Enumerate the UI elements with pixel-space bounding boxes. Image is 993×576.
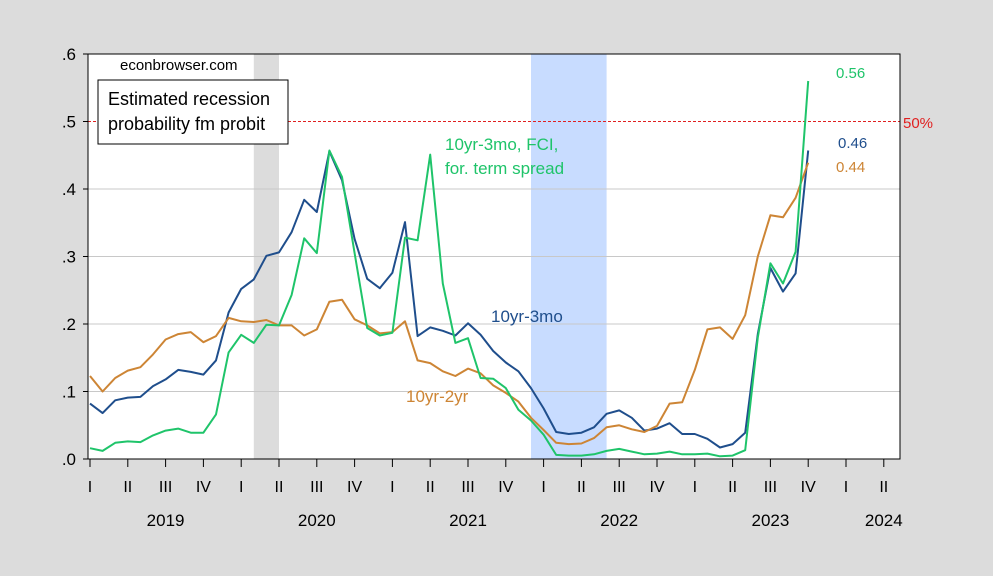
legend-box (97, 79, 289, 145)
x-quarter-label: II (728, 479, 737, 496)
legend-box-line-1: Estimated recession (108, 89, 270, 109)
x-quarter-label: III (764, 479, 777, 496)
x-quarter-label: III (613, 479, 626, 496)
series-line-10yr-3mo (89, 150, 810, 449)
x-quarter-label: III (461, 479, 474, 496)
x-year-label: 2021 (449, 511, 487, 530)
y-tick-label: .2 (62, 315, 76, 334)
y-tick-label: .1 (62, 383, 76, 402)
y-tick-label: .6 (62, 45, 76, 64)
legend-box-line-2: probability fm probit (108, 114, 265, 134)
series-lines (89, 80, 810, 458)
x-year-label: 2023 (751, 511, 789, 530)
y-axis: .0 .1 .2 .3 .4 .5 .6 (62, 45, 88, 469)
x-quarter-label: II (879, 479, 888, 496)
end-label-10yr-2yr: 0.44 (836, 159, 865, 176)
x-quarter-label: II (123, 479, 132, 496)
x-quarter-label: IV (196, 479, 211, 496)
x-quarter-label: II (275, 479, 284, 496)
y-tick-label: .4 (62, 180, 76, 199)
y-tick-label: .3 (62, 248, 76, 267)
annotation-fci-line-2: for. term spread (445, 159, 564, 178)
x-quarter-label: I (844, 479, 848, 496)
y-tick-label: .0 (62, 450, 76, 469)
x-quarter-label: IV (649, 479, 664, 496)
x-year-label: 2020 (298, 511, 336, 530)
annotation-fci-line-1: 10yr-3mo, FCI, (445, 135, 558, 154)
annotation-10yr-2yr: 10yr-2yr (406, 387, 469, 406)
x-quarter-label: IV (498, 479, 513, 496)
x-quarter-label: I (239, 479, 243, 496)
y-tick-label: .5 (62, 113, 76, 132)
x-quarter-label: II (426, 479, 435, 496)
x-quarter-label: I (88, 479, 92, 496)
x-year-label: 2022 (600, 511, 638, 530)
x-year-label: 2019 (147, 511, 185, 530)
x-quarter-label: I (693, 479, 697, 496)
x-quarter-label: IV (347, 479, 362, 496)
end-label-10yr-3mo: 0.46 (838, 135, 867, 152)
source-label: econbrowser.com (120, 57, 238, 74)
x-quarter-label: I (541, 479, 545, 496)
x-quarter-label: IV (801, 479, 816, 496)
x-year-label: 2024 (865, 511, 903, 530)
x-quarter-label: III (310, 479, 323, 496)
threshold-label: 50% (903, 115, 933, 132)
series-line-10yr-2yr (89, 162, 810, 446)
end-label-fci: 0.56 (836, 65, 865, 82)
series-line-10yr-3mo-fci-for-term-spread (89, 80, 810, 458)
x-quarter-label: I (390, 479, 394, 496)
annotation-10yr-3mo: 10yr-3mo (491, 307, 563, 326)
x-quarter-label: III (159, 479, 172, 496)
x-axis: I II III IV I II III IV I II III IV I II III IV I II III IV… (88, 459, 903, 530)
x-quarter-label: II (577, 479, 586, 496)
